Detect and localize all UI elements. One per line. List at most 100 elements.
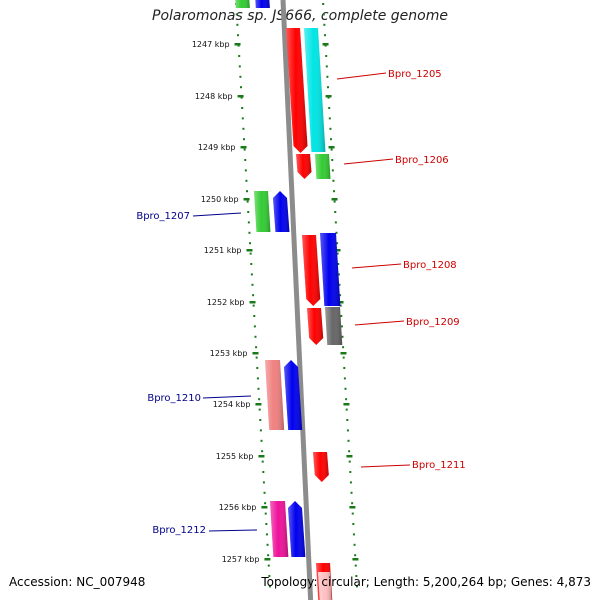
track-dot (261, 460, 264, 463)
label-leader-line (360, 464, 411, 468)
gene-label: Bpro_1210 (147, 393, 201, 404)
gene-shading (320, 233, 341, 306)
track-dot (351, 502, 354, 505)
track-dot (237, 44, 240, 47)
gene-shading (296, 154, 312, 179)
track-dot (248, 231, 251, 234)
genome-backbone (280, 0, 314, 600)
tick-label: 1247 kbp (192, 40, 230, 49)
track-dot (255, 346, 258, 349)
gene-shading (313, 452, 329, 482)
track-dot (268, 585, 271, 588)
track-dot (333, 190, 336, 193)
gene-shading (302, 235, 321, 306)
tick-label: 1256 kbp (219, 503, 257, 512)
track-dot (326, 75, 329, 78)
track-dot (236, 34, 239, 37)
major-tick (252, 352, 259, 355)
track-dot (244, 159, 247, 161)
track-dot (348, 460, 351, 463)
track-dot (263, 491, 266, 494)
tick-label: 1252 kbp (207, 298, 245, 307)
gene-shading (315, 154, 331, 179)
gene-label: Bpro_1208 (403, 260, 457, 271)
track-dot (243, 138, 246, 141)
track-dot (254, 335, 257, 338)
track-dot (343, 367, 346, 369)
gene-shading (318, 572, 332, 600)
major-tick (240, 146, 247, 149)
track-dot (349, 481, 352, 484)
track-dot (322, 3, 325, 5)
track-dot (346, 419, 349, 421)
major-tick (334, 249, 341, 252)
track-dot (340, 315, 343, 317)
track-dot (260, 439, 263, 442)
track-dot (354, 554, 357, 557)
track-dot (347, 439, 350, 442)
track-dot (328, 117, 331, 120)
track-dot (352, 533, 355, 536)
label-leader-line (208, 529, 258, 532)
track-dot (334, 211, 337, 213)
track-dot (264, 502, 267, 505)
major-tick (234, 43, 241, 46)
gene-shading (304, 28, 326, 152)
track-dot (251, 283, 254, 286)
track-dot (267, 554, 270, 557)
gene-shading (273, 191, 290, 232)
track-dot (331, 169, 334, 172)
tick-label: 1254 kbp (213, 400, 251, 409)
track-dot (268, 575, 271, 577)
track-dot (339, 294, 342, 297)
track-dot (255, 356, 258, 359)
tick-label: 1248 kbp (195, 92, 233, 101)
tick-label: 1255 kbp (216, 452, 254, 461)
major-tick (328, 146, 335, 149)
track-dot (353, 543, 356, 546)
major-tick (352, 558, 359, 561)
track-dot (325, 55, 328, 57)
track-dot (262, 481, 265, 484)
major-tick (340, 352, 347, 355)
major-tick (258, 455, 265, 458)
major-tick (337, 301, 344, 304)
tick-label: 1250 kbp (201, 195, 239, 204)
major-tick (331, 198, 338, 201)
gene-labels: Bpro_1205 Bpro_1206 Bpro_1207 Bpro_1208 Bpro… (136, 69, 465, 536)
gene-shading (254, 191, 271, 232)
tick-labels: 1247 kbp 1248 kbp 1249 kbp 1250 kbp 1251 kbp… (192, 40, 260, 564)
label-leader-line (336, 72, 387, 80)
gene-shading (307, 308, 324, 345)
track-dot (253, 325, 256, 328)
track-dot (355, 585, 358, 588)
major-tick (249, 301, 256, 304)
major-tick (349, 506, 356, 509)
track-dot (325, 65, 328, 68)
track-dot (245, 179, 248, 182)
accession-text: Accession: NC_007948 (9, 575, 146, 589)
major-tick (261, 506, 268, 509)
track-dot (253, 315, 256, 317)
outer-tick-track (322, 3, 359, 588)
track-dot (247, 221, 250, 224)
track-dot (244, 169, 247, 172)
major-tick (343, 403, 350, 406)
major-tick (322, 43, 329, 46)
track-dot (338, 283, 341, 286)
track-dot (239, 86, 242, 89)
track-dot (344, 387, 347, 390)
track-dot (330, 138, 333, 141)
track-dot (336, 252, 339, 255)
track-dot (258, 408, 261, 411)
gene-shading (286, 28, 308, 153)
track-dot (238, 65, 241, 68)
track-dot (337, 273, 340, 276)
gene-shading (255, 0, 270, 8)
track-dot (266, 543, 269, 546)
track-dot (337, 263, 340, 265)
track-dot (339, 304, 342, 307)
track-dot (246, 190, 249, 193)
tick-label: 1251 kbp (204, 246, 242, 255)
